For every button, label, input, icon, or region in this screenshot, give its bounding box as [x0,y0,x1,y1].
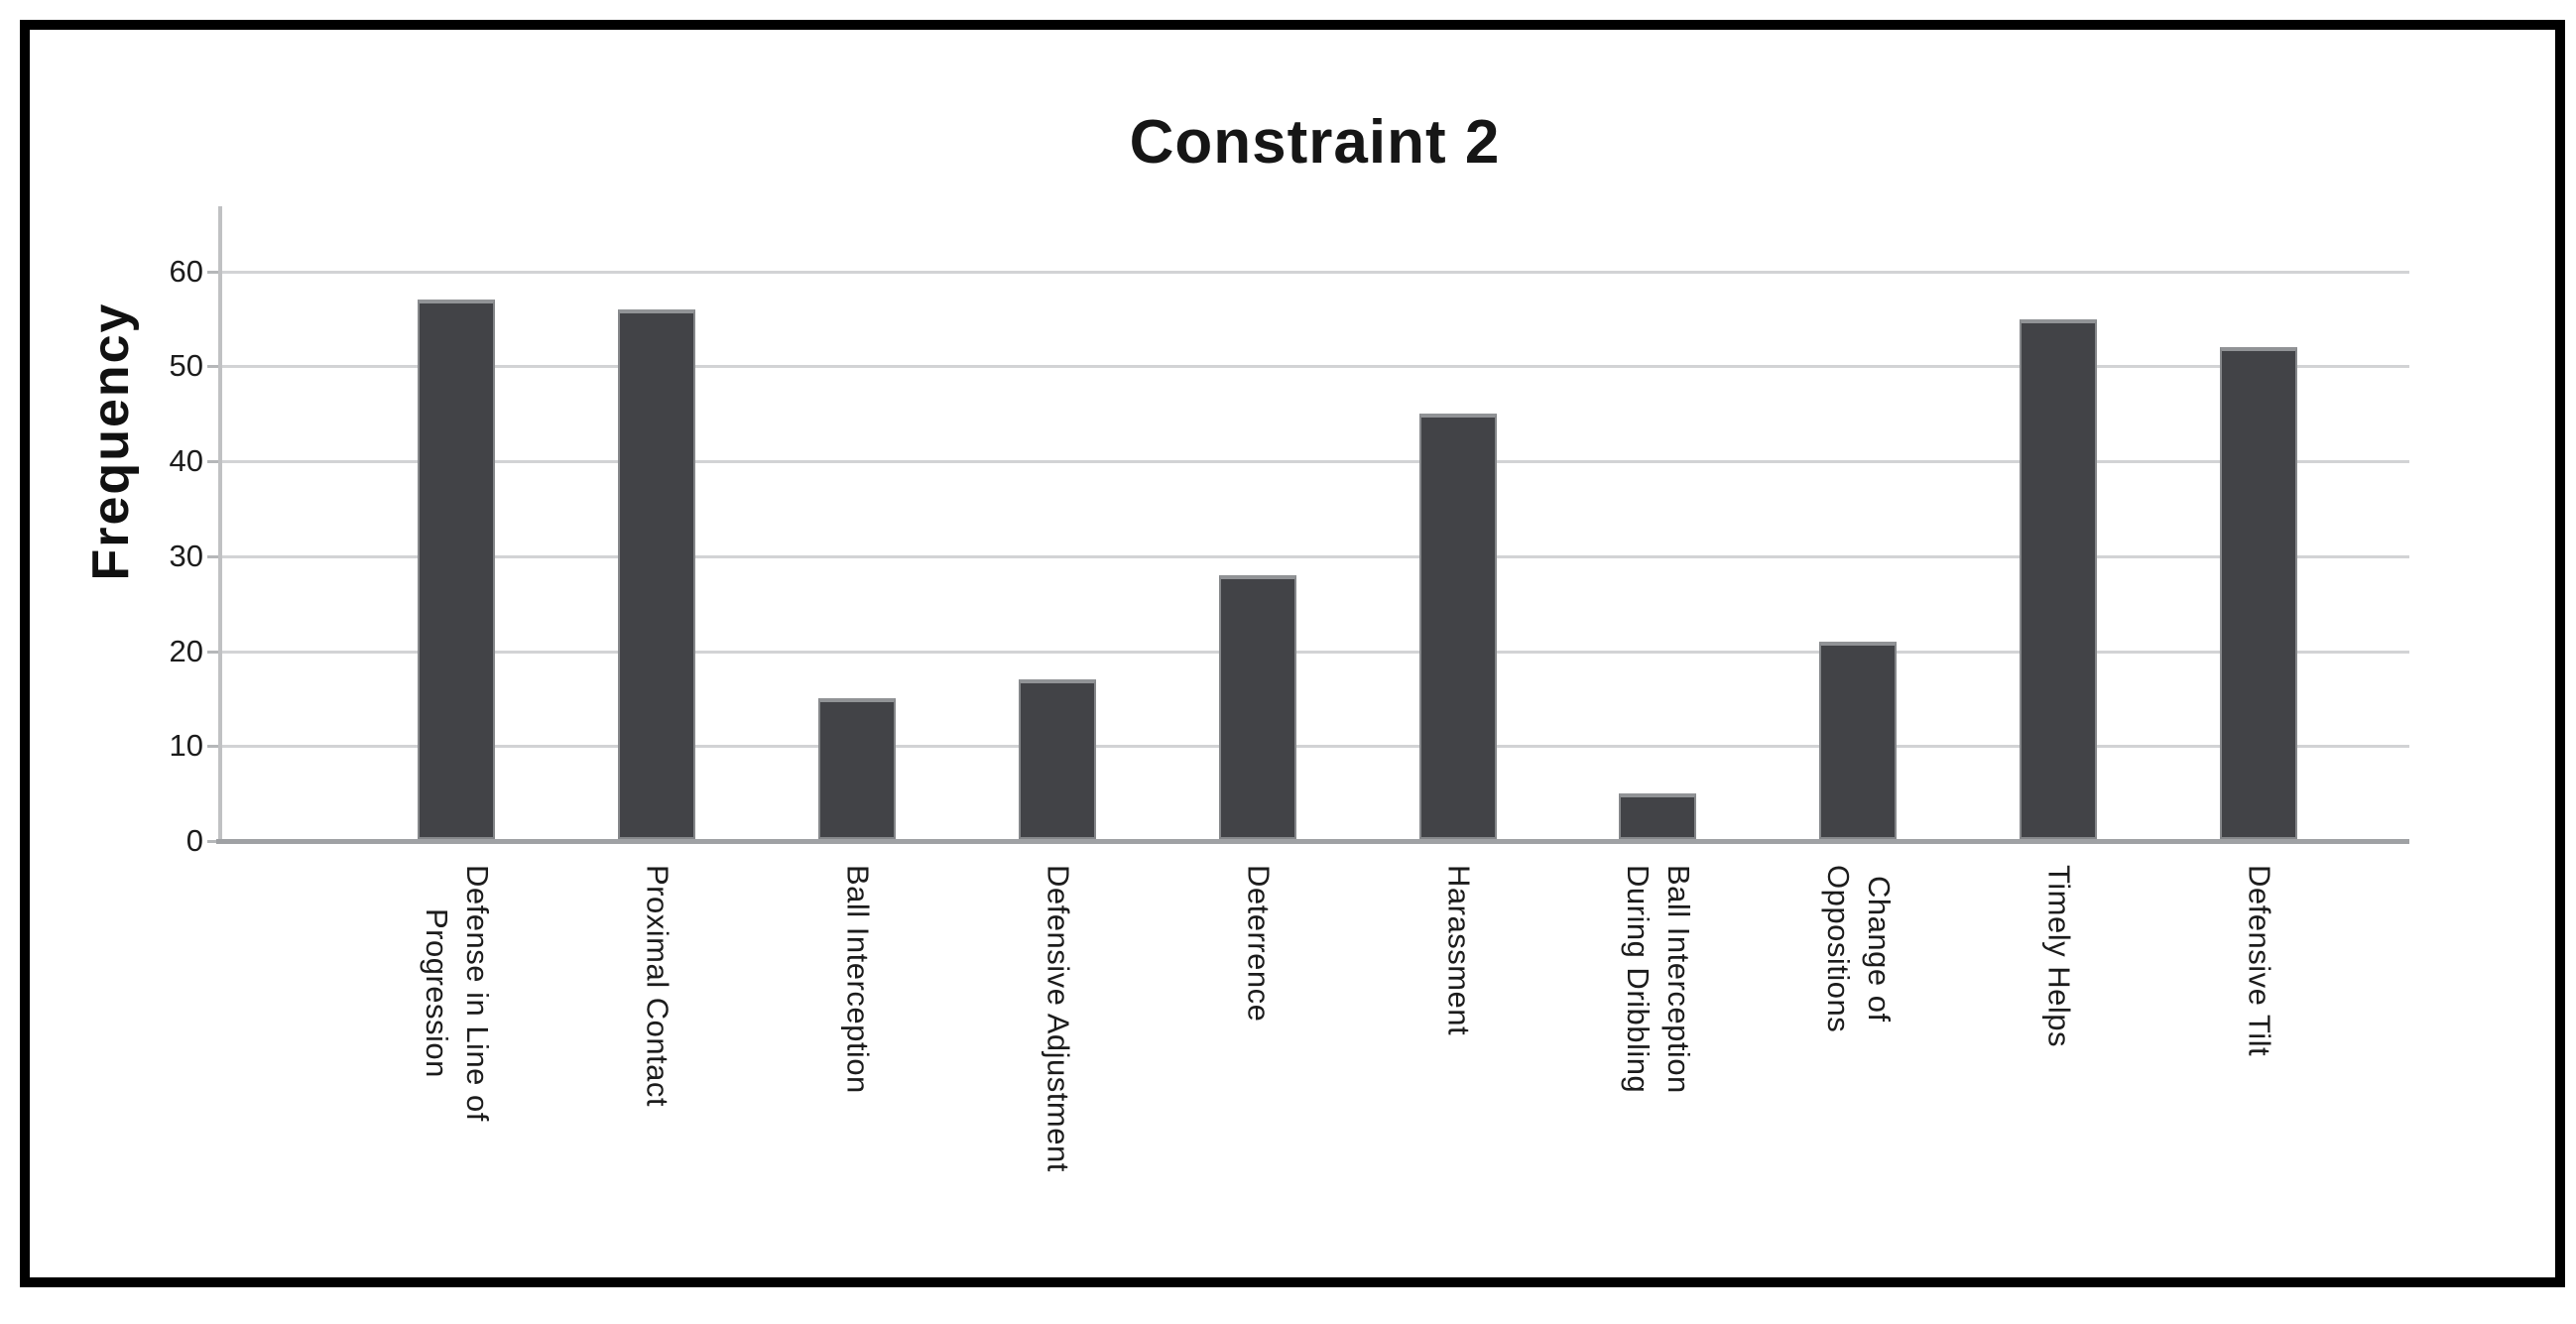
bar [1419,414,1497,839]
y-tick-label: 60 [169,253,203,289]
x-tick-label: Defense in Line of Progression [420,865,495,1122]
x-tick-label: Timely Helps [2041,865,2077,1047]
x-tick-label: Proximal Contact [640,865,675,1108]
y-tick-mark [207,554,220,558]
y-tick-mark [207,365,220,369]
y-tick-label: 20 [169,633,203,668]
x-tick-label: Harassment [1441,865,1477,1036]
y-tick-label: 30 [169,538,203,573]
x-tick-label: Ball Interception [840,865,876,1094]
y-tick-label: 40 [169,443,203,479]
bar [418,300,495,839]
gridline [220,554,2409,558]
chart-title: Constraint 2 [1129,108,1501,177]
x-axis-baseline [216,839,2409,844]
bar [818,698,896,839]
gridline [220,365,2409,369]
bar [1219,575,1296,839]
y-axis-line [218,206,222,843]
y-tick-label: 50 [169,348,203,384]
bar [1819,642,1897,839]
x-tick-label: Defensive Adjustment [1041,865,1076,1172]
bar [1019,679,1096,839]
gridline [220,650,2409,654]
y-tick-mark [207,840,220,843]
gridline [220,460,2409,464]
bar [2020,319,2097,839]
gridline [220,745,2409,749]
y-tick-mark [207,650,220,654]
y-tick-mark [207,745,220,749]
y-tick-label: 0 [185,823,203,858]
y-tick-mark [207,270,220,274]
x-tick-label: Defensive Tilt [2242,865,2277,1057]
gridline [220,270,2409,274]
bar [1619,793,1696,839]
bar [618,309,695,839]
y-tick-label: 10 [169,728,203,764]
y-tick-mark [207,460,220,464]
x-tick-label: Change of Oppositions [1821,865,1897,1033]
x-tick-label: Ball Interception During Dribbling [1621,865,1696,1094]
x-tick-label: Deterrence [1241,865,1277,1023]
bar [2220,347,2297,839]
